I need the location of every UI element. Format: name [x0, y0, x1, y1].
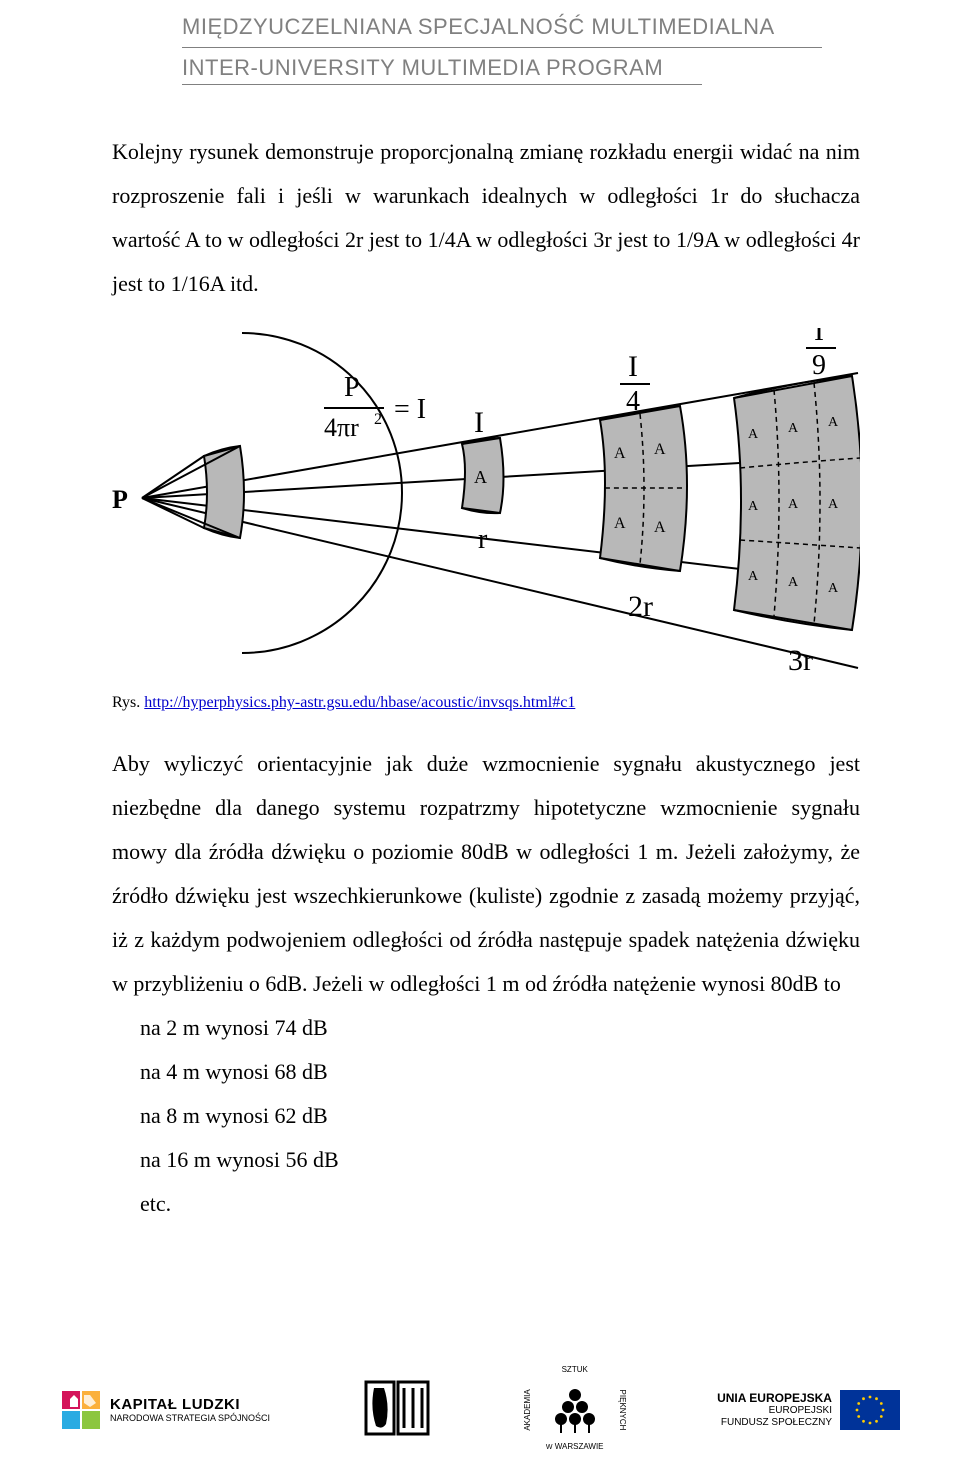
label-I9: I 9: [806, 328, 836, 381]
asp-right: PIĘKNYCH: [618, 1390, 627, 1431]
page-footer: KAPITAŁ LUDZKI NARODOWA STRATEGIA SPÓJNO…: [0, 1355, 960, 1465]
eu-flag-icon: [840, 1390, 900, 1430]
list-item: na 8 m wynosi 62 dB: [140, 1094, 960, 1138]
asp-icon: [547, 1379, 603, 1435]
distance-list: na 2 m wynosi 74 dB na 4 m wynosi 68 dB …: [0, 1006, 960, 1226]
logo-eu: UNIA EUROPEJSKA EUROPEJSKI FUNDUSZ SPOŁE…: [717, 1390, 900, 1430]
header-rule-2: [182, 84, 702, 85]
svg-text:A: A: [748, 427, 759, 442]
diagram-svg: P A A A A A: [112, 328, 860, 678]
svg-text:A: A: [614, 445, 626, 462]
svg-text:I: I: [628, 350, 638, 383]
eu-text: UNIA EUROPEJSKA EUROPEJSKI FUNDUSZ SPOŁE…: [717, 1392, 832, 1429]
surface-2r: A A A A: [600, 406, 687, 571]
svg-text:A: A: [654, 519, 666, 536]
svg-text:A: A: [788, 497, 799, 512]
label-3r: 3r: [788, 644, 813, 677]
figure-caption: Rys. http://hyperphysics.phy-astr.gsu.ed…: [0, 688, 960, 712]
svg-text:A: A: [828, 497, 839, 512]
kapital-small: NARODOWA STRATEGIA SPÓJNOŚCI: [110, 1413, 270, 1423]
paragraph-1: Kolejny rysunek demonstruje proporcjonal…: [0, 88, 960, 306]
um-icon: [362, 1378, 432, 1438]
surface-r: A: [462, 438, 504, 513]
header-rule-1: [182, 47, 822, 48]
svg-text:= I: = I: [394, 394, 426, 425]
label-2r: 2r: [628, 590, 653, 623]
asp-w: W: [546, 1444, 553, 1451]
kapital-ludzki-text: KAPITAŁ LUDZKI NARODOWA STRATEGIA SPÓJNO…: [110, 1396, 270, 1424]
inverse-square-diagram: P A A A A A: [112, 328, 860, 678]
logo-kapital-ludzki: KAPITAŁ LUDZKI NARODOWA STRATEGIA SPÓJNO…: [60, 1389, 270, 1431]
list-item: na 4 m wynosi 68 dB: [140, 1050, 960, 1094]
svg-text:9: 9: [812, 350, 826, 381]
svg-text:A: A: [614, 515, 626, 532]
svg-text:4: 4: [626, 386, 640, 417]
svg-text:P: P: [344, 372, 360, 403]
svg-text:I: I: [814, 328, 824, 347]
svg-text:A: A: [654, 441, 666, 458]
label-r: r: [478, 524, 488, 555]
kapital-ludzki-icon: [60, 1389, 102, 1431]
svg-text:A: A: [788, 575, 799, 590]
header-line-2: INTER-UNIVERSITY MULTIMEDIA PROGRAM: [182, 51, 960, 81]
svg-text:A: A: [474, 467, 487, 487]
list-item: na 2 m wynosi 74 dB: [140, 1006, 960, 1050]
logo-asp: SZTUK AKADEMIA PIĘKNYCH W WARSZAWIE: [525, 1365, 625, 1455]
svg-text:4πr: 4πr: [324, 413, 359, 442]
svg-text:A: A: [828, 415, 839, 430]
header-line-1: MIĘDZYUCZELNIANA SPECJALNOŚĆ MULTIMEDIAL…: [182, 14, 960, 44]
svg-text:A: A: [748, 569, 759, 584]
caption-prefix: Rys.: [112, 694, 144, 711]
label-I: I: [474, 406, 484, 439]
eu-l1: UNIA EUROPEJSKA: [717, 1392, 832, 1406]
caption-link[interactable]: http://hyperphysics.phy-astr.gsu.edu/hba…: [144, 694, 575, 711]
svg-text:2: 2: [374, 411, 382, 428]
asp-left: AKADEMIA: [523, 1389, 532, 1430]
page-header: MIĘDZYUCZELNIANA SPECJALNOŚĆ MULTIMEDIAL…: [0, 0, 960, 85]
eu-l2: EUROPEJSKI: [717, 1405, 832, 1417]
list-item: na 16 m wynosi 56 dB: [140, 1138, 960, 1182]
formula: P 4πr 2 = I: [324, 372, 426, 442]
surface-inside: [204, 446, 244, 538]
asp-bottom: WARSZAWIE: [555, 1442, 604, 1451]
list-item: etc.: [140, 1182, 960, 1226]
label-P: P: [112, 485, 128, 514]
surface-3r: A A A A A A A A A: [734, 376, 860, 630]
asp-top: SZTUK: [525, 1365, 625, 1374]
paragraph-2: Aby wyliczyć orientacyjnie jak duże wzmo…: [0, 712, 960, 1006]
svg-text:A: A: [788, 421, 799, 436]
svg-text:A: A: [828, 581, 839, 596]
svg-text:A: A: [748, 499, 759, 514]
eu-l3: FUNDUSZ SPOŁECZNY: [717, 1417, 832, 1429]
label-I4: I 4: [620, 350, 650, 417]
kapital-bold: KAPITAŁ LUDZKI: [110, 1396, 270, 1413]
logo-um: [362, 1378, 432, 1443]
